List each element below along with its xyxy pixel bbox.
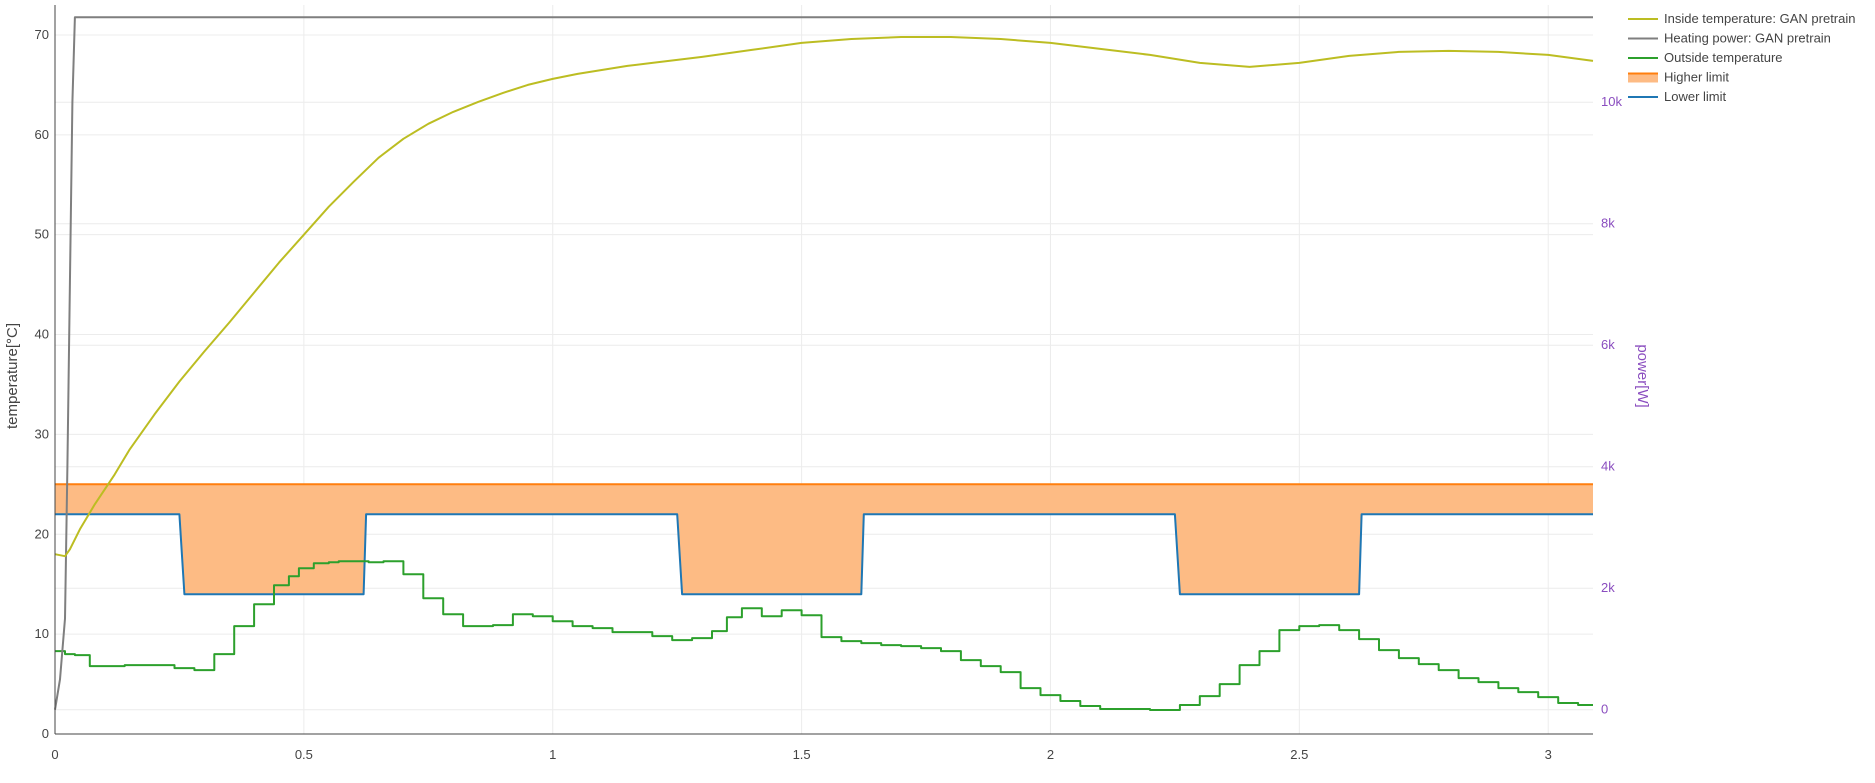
axes-layer bbox=[54, 5, 1593, 735]
x-tick-label: 0.5 bbox=[295, 747, 313, 762]
fill-layer bbox=[55, 484, 1593, 595]
legend-item[interactable]: Lower limit bbox=[1628, 89, 1727, 104]
x-tick-label: 2 bbox=[1047, 747, 1054, 762]
legend-label: Higher limit bbox=[1664, 70, 1729, 85]
y-tick-label-left: 50 bbox=[35, 227, 49, 242]
legend-label: Lower limit bbox=[1664, 89, 1727, 104]
legend-item[interactable]: Higher limit bbox=[1628, 70, 1729, 85]
x-tick-label: 1 bbox=[549, 747, 556, 762]
y-tick-label-left: 40 bbox=[35, 327, 49, 342]
legend-item[interactable]: Heating power: GAN pretrain bbox=[1628, 31, 1831, 46]
legend-swatch bbox=[1628, 72, 1658, 83]
legend-label: Heating power: GAN pretrain bbox=[1664, 31, 1831, 46]
y-tick-label-right: 6k bbox=[1601, 337, 1615, 352]
legend-label: Outside temperature bbox=[1664, 50, 1783, 65]
x-tick-label: 1.5 bbox=[793, 747, 811, 762]
legend-item[interactable]: Outside temperature bbox=[1628, 50, 1783, 65]
y-tick-label-right: 4k bbox=[1601, 459, 1615, 474]
grid-layer bbox=[54, 5, 1593, 735]
series-line-lower-limit bbox=[55, 513, 1593, 596]
x-tick-label: 3 bbox=[1545, 747, 1552, 762]
series-line-outside-temperature bbox=[55, 560, 1593, 711]
series-line-inside-temperature-gan-pretrain bbox=[54, 36, 1594, 558]
legend[interactable]: Inside temperature: GAN pretrain Heating … bbox=[1628, 11, 1855, 104]
y-tick-label-right: 2k bbox=[1601, 580, 1615, 595]
x-tick-label: 2.5 bbox=[1290, 747, 1308, 762]
y-tick-label-left: 10 bbox=[35, 626, 49, 641]
y-tick-label-right: 8k bbox=[1601, 216, 1615, 231]
y-tick-label-left: 0 bbox=[42, 726, 49, 741]
y-tick-label-left: 20 bbox=[35, 526, 49, 541]
y-tick-label-right: 0 bbox=[1601, 702, 1608, 717]
legend-label: Inside temperature: GAN pretrain bbox=[1664, 11, 1855, 26]
series-line-heating-power-gan-pretrain bbox=[54, 16, 1593, 710]
y-tick-label-left: 30 bbox=[35, 426, 49, 441]
y-axis-title-right: power[W] bbox=[1634, 344, 1651, 407]
y-tick-label-left: 70 bbox=[35, 27, 49, 42]
series-layer bbox=[54, 16, 1594, 711]
y-tick-label-right: 10k bbox=[1601, 94, 1622, 109]
y-axis-title-left: temperature[°C] bbox=[4, 323, 21, 429]
x-tick-label: 0 bbox=[51, 747, 58, 762]
legend-item[interactable]: Inside temperature: GAN pretrain bbox=[1628, 11, 1855, 26]
limit-band-fill bbox=[55, 484, 1593, 595]
y-tick-label-left: 60 bbox=[35, 127, 49, 142]
